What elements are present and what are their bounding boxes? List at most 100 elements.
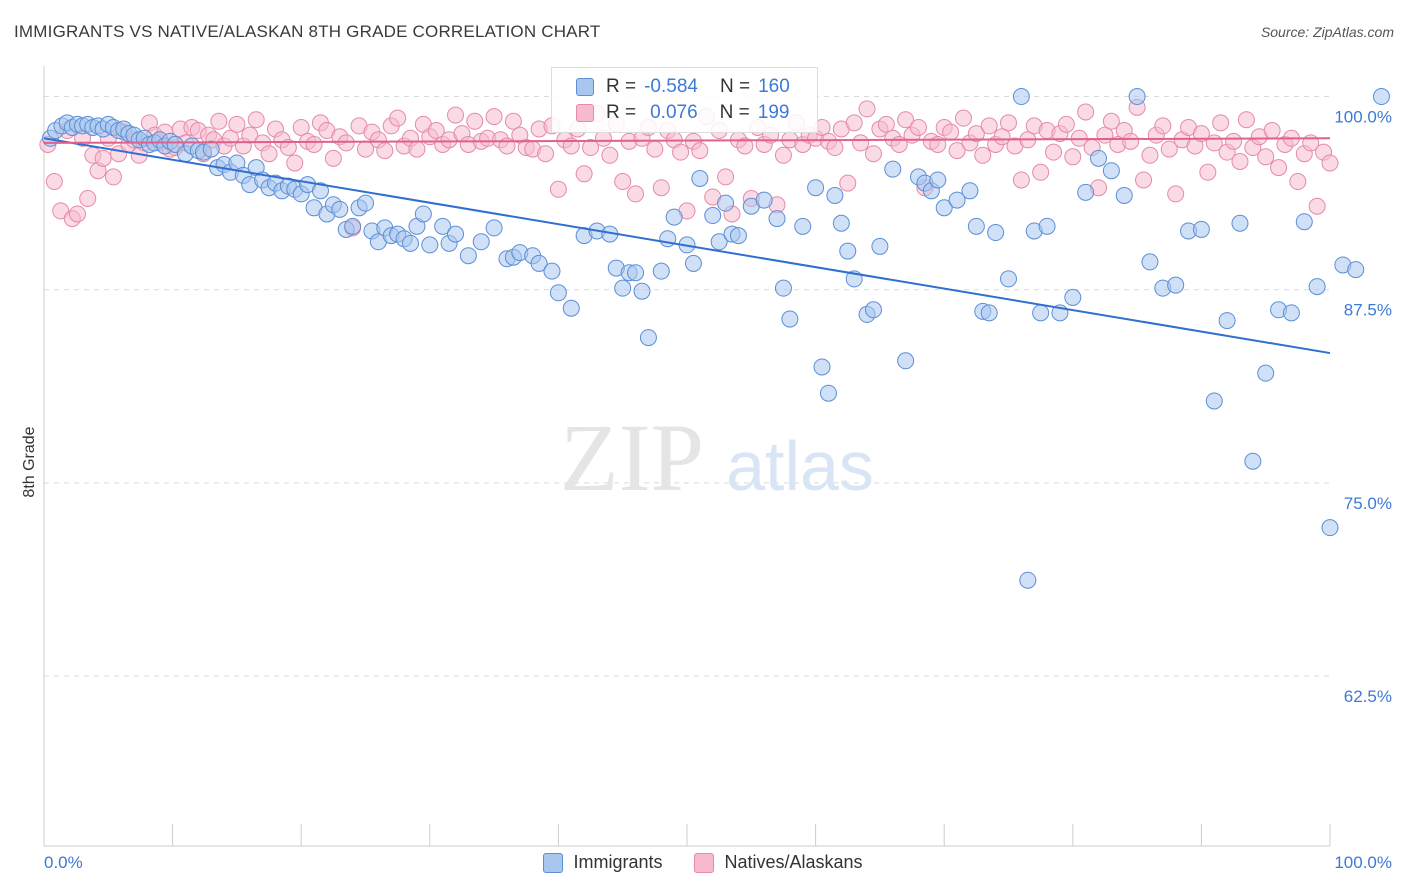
- natives-point: [601, 146, 619, 164]
- immigrants-point: [684, 254, 702, 272]
- immigrants-point: [1077, 183, 1095, 201]
- immigrants-point: [414, 205, 432, 223]
- y-tick-label: 100.0%: [1334, 108, 1392, 127]
- immigrants-point: [967, 217, 985, 235]
- immigrants-point: [832, 214, 850, 232]
- natives-point: [897, 111, 915, 129]
- natives-point: [717, 168, 735, 186]
- natives-point: [68, 205, 86, 223]
- immigrants-point: [549, 284, 567, 302]
- immigrants-legend-swatch: [543, 852, 564, 873]
- immigrants-point: [1244, 452, 1262, 470]
- immigrants-point: [530, 254, 548, 272]
- natives-point: [942, 123, 960, 141]
- immigrants-point: [614, 279, 632, 297]
- immigrants-n-label: N =: [719, 76, 751, 97]
- natives-trend-line: [43, 137, 1331, 144]
- natives-point: [614, 173, 632, 191]
- watermark-atlas: atlas: [726, 427, 874, 505]
- natives-point: [94, 149, 112, 167]
- natives-r-label: R =: [606, 102, 637, 123]
- legend-item-natives[interactable]: Natives/Alaskans: [694, 852, 863, 873]
- natives-point: [909, 118, 927, 136]
- chart-title: IMMIGRANTS VS NATIVE/ALASKAN 8TH GRADE C…: [14, 22, 601, 41]
- natives-point: [549, 180, 567, 198]
- series-legend: Immigrants Natives/Alaskans: [0, 852, 1406, 873]
- natives-point: [45, 173, 63, 191]
- natives-point: [877, 115, 895, 133]
- natives-point: [1154, 117, 1172, 135]
- natives-point: [286, 154, 304, 172]
- natives-point: [582, 139, 600, 157]
- immigrants-point: [202, 140, 220, 158]
- natives-point: [627, 185, 645, 203]
- immigrants-point: [1295, 213, 1313, 231]
- immigrants-point: [311, 182, 329, 200]
- immigrants-point: [781, 310, 799, 328]
- immigrants-point: [826, 186, 844, 204]
- immigrants-point: [819, 384, 837, 402]
- immigrants-point: [421, 236, 439, 254]
- natives-point: [1064, 148, 1082, 166]
- natives-point: [1231, 152, 1249, 170]
- natives-point: [241, 126, 259, 144]
- immigrants-n-value: 160: [758, 76, 790, 97]
- immigrants-point: [1038, 217, 1056, 235]
- natives-point: [376, 142, 394, 160]
- immigrants-point: [691, 169, 709, 187]
- tick-labels: 62.5% 75.0% 87.5% 100.0% 0.0% 100.0%: [44, 108, 1392, 872]
- immigrants-point: [1032, 304, 1050, 322]
- natives-point: [954, 109, 972, 127]
- immigrants-point: [633, 282, 651, 300]
- natives-point: [427, 122, 445, 140]
- watermark: ZIP atlas: [560, 404, 874, 511]
- natives-point: [839, 174, 857, 192]
- natives-point: [1167, 185, 1185, 203]
- immigrants-point: [562, 299, 580, 317]
- natives-point: [864, 145, 882, 163]
- natives-n-label: N =: [719, 102, 750, 123]
- natives-point: [652, 179, 670, 197]
- immigrants-point: [402, 234, 420, 252]
- immigrants-point: [1090, 149, 1108, 167]
- natives-point: [104, 168, 122, 186]
- immigrants-point: [755, 191, 773, 209]
- immigrants-point: [1000, 270, 1017, 288]
- legend-row-immigrants: R = -0.584 N = 160: [576, 75, 790, 99]
- immigrants-point: [1012, 88, 1030, 106]
- trend-lines: [43, 137, 1331, 355]
- natives-point: [1308, 197, 1326, 215]
- natives-point: [774, 146, 792, 164]
- natives-point: [858, 100, 876, 118]
- natives-point: [485, 108, 503, 126]
- immigrants-point: [929, 171, 947, 189]
- immigrants-point: [768, 210, 786, 228]
- immigrants-point: [884, 160, 902, 178]
- natives-point: [228, 115, 246, 133]
- natives-point: [1135, 171, 1153, 189]
- immigrants-point: [980, 304, 998, 322]
- immigrants-point: [1128, 88, 1146, 106]
- immigrants-point: [717, 194, 735, 212]
- natives-point: [1032, 163, 1050, 181]
- natives-point: [1045, 143, 1063, 161]
- natives-point: [1102, 112, 1120, 130]
- natives-point: [948, 142, 966, 160]
- immigrants-point: [344, 217, 362, 235]
- natives-point: [852, 134, 870, 152]
- natives-r-value: 0.076: [650, 102, 698, 123]
- immigrants-point: [807, 179, 825, 197]
- natives-point: [1257, 148, 1275, 166]
- y-tick-label: 75.0%: [1344, 494, 1392, 513]
- immigrants-point: [794, 217, 812, 235]
- immigrants-point: [1231, 214, 1249, 232]
- legend-item-immigrants[interactable]: Immigrants: [543, 852, 662, 873]
- immigrants-point: [1218, 312, 1236, 330]
- immigrants-point: [665, 208, 683, 226]
- natives-legend-label: Natives/Alaskans: [724, 852, 863, 872]
- immigrants-point: [839, 242, 857, 260]
- natives-point: [1141, 146, 1159, 164]
- immigrants-point: [434, 217, 452, 235]
- y-tick-label: 87.5%: [1344, 301, 1392, 320]
- natives-point: [575, 165, 593, 183]
